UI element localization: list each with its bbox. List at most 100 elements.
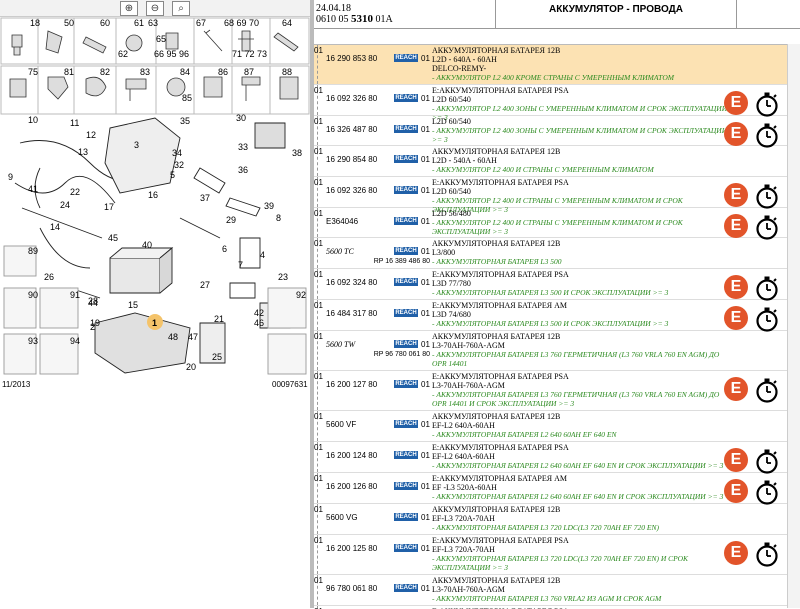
eco-exchange-icon[interactable]: E xyxy=(724,91,748,115)
reach-badge[interactable]: REACH xyxy=(394,513,418,521)
reach-badge[interactable]: REACH xyxy=(394,94,418,102)
row-actions: E xyxy=(724,479,784,505)
labour-time-icon[interactable] xyxy=(754,377,780,403)
table-row[interactable]: 01 16 092 324 80 REACH 01 Е:АККУМУЛЯТОРНАЯ Б… xyxy=(314,269,788,301)
reach-badge[interactable]: REACH xyxy=(394,451,418,459)
part-number[interactable]: 5600 VF xyxy=(326,420,357,429)
part-title: АККУМУЛЯТОРНАЯ БАТАРЕЯ 12В xyxy=(432,332,561,341)
part-title: АККУМУЛЯТОРНАЯ БАТАРЕЯ 12В xyxy=(432,576,561,585)
labour-time-icon[interactable] xyxy=(754,541,780,567)
svg-text:14: 14 xyxy=(50,222,60,232)
labour-time-icon[interactable] xyxy=(754,448,780,474)
reach-badge[interactable]: REACH xyxy=(394,217,418,225)
part-number[interactable]: 16 092 326 80 xyxy=(326,186,378,195)
table-row[interactable]: 01 96 780 061 80 REACH 01 АККУМУЛЯТОРНАЯ БАТ… xyxy=(314,575,788,606)
reach-badge[interactable]: REACH xyxy=(394,340,418,348)
part-number[interactable]: 16 200 127 80 xyxy=(326,380,378,389)
table-row[interactable]: 01 5600 TC RP 16 389 486 80 REACH 01 АККУМУЛЯ… xyxy=(314,238,788,269)
magnifier-icon: ⌕ xyxy=(178,3,184,14)
part-number[interactable]: 16 200 126 80 xyxy=(326,482,378,491)
zoom-out-button[interactable]: ⊖ xyxy=(146,1,164,16)
part-number[interactable]: 16 290 854 80 xyxy=(326,155,378,164)
scrollbar[interactable] xyxy=(787,44,800,608)
reach-badge[interactable]: REACH xyxy=(394,482,418,490)
table-row[interactable]: 01 16 200 126 80 REACH 01 Е:АККУМУЛЯТОРНАЯ Б… xyxy=(314,473,788,505)
part-number[interactable]: 16 092 326 80 xyxy=(326,94,378,103)
part-number[interactable]: 16 326 487 80 xyxy=(326,125,378,134)
labour-time-icon[interactable] xyxy=(754,214,780,240)
part-number[interactable]: 16 200 124 80 xyxy=(326,451,378,460)
table-row[interactable]: 01 5600 VF REACH 01 АККУМУЛЯТОРНАЯ БАТАРЕЯ 1… xyxy=(314,411,788,442)
table-row[interactable]: 01 16 092 326 80 REACH 01 Е:АККУМУЛЯТОРНАЯ Б… xyxy=(314,85,788,122)
part-number[interactable]: 16 484 317 80 xyxy=(326,309,378,318)
reach-badge[interactable]: REACH xyxy=(394,380,418,388)
eco-exchange-icon[interactable]: E xyxy=(724,214,748,238)
row-index: 01 xyxy=(314,86,323,95)
part-number[interactable]: 16 290 853 80 xyxy=(326,54,378,63)
eco-exchange-icon[interactable]: E xyxy=(724,275,748,299)
eco-exchange-icon[interactable]: E xyxy=(724,122,748,146)
part-number[interactable]: 16 200 125 80 xyxy=(326,544,378,553)
part-title: АККУМУЛЯТОРНАЯ БАТАРЕЯ 12В xyxy=(432,239,561,248)
applicability-note: - АККУМУЛЯТОРНАЯ БАТАРЕЯ L3 720 LDC(L3 7… xyxy=(432,554,689,572)
svg-text:89: 89 xyxy=(28,246,38,256)
table-row[interactable]: 01 16 290 853 80 REACH 01 АККУМУЛЯТОРНАЯ БАТ… xyxy=(314,45,788,85)
eco-exchange-icon[interactable]: E xyxy=(724,183,748,207)
labour-time-icon[interactable] xyxy=(754,122,780,148)
row-marker xyxy=(314,269,318,299)
pane-splitter[interactable] xyxy=(310,0,314,608)
eco-exchange-icon[interactable]: E xyxy=(724,306,748,330)
svg-text:84: 84 xyxy=(180,67,190,77)
reach-badge[interactable]: REACH xyxy=(394,420,418,428)
labour-time-icon[interactable] xyxy=(754,275,780,301)
reach-badge[interactable]: REACH xyxy=(394,247,418,255)
svg-text:22: 22 xyxy=(70,187,80,197)
reach-badge[interactable]: REACH xyxy=(394,125,418,133)
part-title: Е:АККУМУЛЯТОРНАЯ БАТАРЕЯ PSA xyxy=(432,372,569,381)
table-row[interactable]: 01 5600 VG REACH 01 АККУМУЛЯТОРНАЯ БАТАРЕЯ 1… xyxy=(314,504,788,535)
eco-exchange-icon[interactable]: E xyxy=(724,377,748,401)
page-title: АККУМУЛЯТОР - ПРОВОДА xyxy=(549,4,683,15)
eco-exchange-icon[interactable]: E xyxy=(724,448,748,472)
svg-text:32: 32 xyxy=(174,160,184,170)
reach-badge[interactable]: REACH xyxy=(394,278,418,286)
labour-time-icon[interactable] xyxy=(754,306,780,332)
table-row[interactable]: 01 16 200 124 80 REACH 01 Е:АККУМУЛЯТОРНАЯ Б… xyxy=(314,442,788,474)
reach-badge[interactable]: REACH xyxy=(394,186,418,194)
reach-badge[interactable]: REACH xyxy=(394,544,418,552)
part-number[interactable]: 5600 TW xyxy=(326,340,356,349)
thumbnail-grid-lines: 18 50 60 61 63 67 68 69 70 62 65 66 95 9… xyxy=(0,17,310,115)
eco-exchange-icon[interactable]: E xyxy=(724,541,748,565)
row-index: 01 xyxy=(314,239,323,248)
zoom-search-button[interactable]: ⌕ xyxy=(172,1,190,16)
reach-badge[interactable]: REACH xyxy=(394,309,418,317)
part-number[interactable]: 5600 VG xyxy=(326,513,358,522)
part-number[interactable]: E364046 xyxy=(326,217,359,226)
table-row[interactable]: 01 16 484 317 80 REACH 01 Е:АККУМУЛЯТОРНАЯ Б… xyxy=(314,300,788,332)
labour-time-icon[interactable] xyxy=(754,183,780,209)
reach-badge[interactable]: REACH xyxy=(394,54,418,62)
eco-exchange-icon[interactable]: E xyxy=(724,479,748,503)
reach-badge[interactable]: REACH xyxy=(394,584,418,592)
reach-badge[interactable]: REACH xyxy=(394,155,418,163)
part-number[interactable]: 5600 TC xyxy=(326,247,354,256)
table-row[interactable]: 01 E364046 REACH 01 L2D 56/480- АККУМУЛЯТОР … xyxy=(314,208,788,240)
applicability-note: - АККУМУЛЯТОР L2 400 ЗОНЫ С УМЕРЕННЫМ КЛ… xyxy=(432,126,728,144)
applicability-note: - АККУМУЛЯТОРНАЯ БАТАРЕЯ L3 760 ГЕРМЕТИЧ… xyxy=(432,350,720,368)
quantity: 01 xyxy=(421,544,430,553)
table-row[interactable]: 01 5600 TW RP 96 780 061 80 REACH 01 АККУМУЛЯ… xyxy=(314,331,788,371)
table-row[interactable]: 01 16 290 854 80 REACH 01 АККУМУЛЯТОРНАЯ БАТ… xyxy=(314,146,788,177)
table-row[interactable]: 01 16 092 326 80 REACH 01 Е:АККУМУЛЯТОРНАЯ Б… xyxy=(314,177,788,214)
table-row[interactable]: 01 16 326 487 80 REACH 01 L2D 60/540- АККУМУ… xyxy=(314,116,788,148)
row-marker xyxy=(314,45,318,84)
zoom-in-button[interactable]: ⊕ xyxy=(120,1,138,16)
applicability-note: - АККУМУЛЯТОР L2 400 И СТРАНЫ С УМЕРЕННЫ… xyxy=(432,218,683,236)
labour-time-icon[interactable] xyxy=(754,91,780,117)
part-number[interactable]: 16 092 324 80 xyxy=(326,278,378,287)
part-number[interactable]: 96 780 061 80 xyxy=(326,584,378,593)
table-row[interactable]: 01 16 200 125 80 REACH 01 Е:АККУМУЛЯТОРНАЯ Б… xyxy=(314,535,788,575)
svg-text:39: 39 xyxy=(264,201,274,211)
labour-time-icon[interactable] xyxy=(754,479,780,505)
quantity: 01 xyxy=(421,482,430,491)
